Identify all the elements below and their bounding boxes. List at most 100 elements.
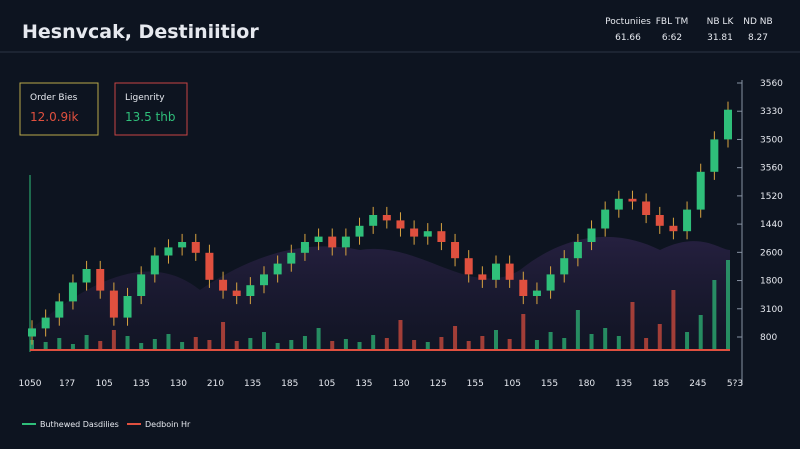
volume-bar [384, 338, 389, 350]
x-tick-label: 1050 [19, 379, 42, 389]
candle-body [410, 228, 419, 237]
candle-body [260, 274, 268, 286]
legend-label: Dedboin Hr [145, 420, 191, 429]
volume-bar [671, 290, 676, 350]
x-tick-label: 105 [318, 379, 335, 389]
y-tick-label: 3330 [760, 107, 783, 117]
x-tick-label: 5?3 [727, 379, 743, 389]
volume-bar [507, 339, 512, 350]
candle-body [150, 255, 159, 275]
candle-body [68, 282, 77, 302]
candle-body [505, 263, 514, 280]
y-tick-label: 1440 [760, 220, 783, 230]
candle-body [396, 220, 405, 229]
stat-label: Poctuniies [605, 17, 651, 27]
volume-bar [221, 322, 226, 350]
volume-bar [575, 310, 580, 350]
candle-body [519, 279, 528, 296]
volume-bar [589, 334, 594, 350]
volume-bar [275, 343, 280, 350]
volume-bar [712, 280, 717, 350]
x-tick-label: 135 [615, 379, 632, 389]
candle-body [532, 290, 541, 296]
x-tick-label: 135 [133, 379, 150, 389]
candle-body [683, 209, 692, 232]
candle-body [601, 209, 610, 229]
volume-bar [57, 338, 62, 350]
x-tick-label: 125 [430, 379, 447, 389]
candle-body [219, 279, 228, 291]
volume-bar [466, 341, 471, 350]
volume-bar [480, 336, 485, 350]
volume-bar [548, 332, 553, 350]
volume-bar [657, 324, 662, 350]
candle-body [546, 274, 555, 291]
volume-bar [439, 337, 444, 350]
candle-body [451, 242, 460, 259]
x-tick-label: 1?7 [59, 379, 75, 389]
stat-label: NB LK [707, 17, 735, 27]
candle-body [382, 215, 391, 221]
volume-bar [425, 342, 430, 350]
y-tick-label: 3500 [760, 135, 783, 145]
candle-body [28, 328, 36, 337]
volume-bar [139, 343, 144, 350]
volume-bar [685, 332, 690, 350]
volume-bar [453, 326, 458, 350]
volume-bar [357, 342, 362, 350]
y-tick-label: 3560 [760, 79, 783, 89]
candle-body [724, 109, 732, 140]
stat-value: 61.66 [615, 33, 641, 43]
candle-body [614, 198, 623, 210]
stat-label: ND NB [743, 17, 772, 27]
volume-bar [398, 320, 403, 350]
box-frame [114, 82, 188, 136]
y-tick-label: 800 [760, 333, 777, 343]
candle-body [355, 225, 364, 237]
candle-body [205, 252, 214, 280]
candle-body [191, 242, 200, 253]
volume-bar [193, 337, 198, 350]
x-tick-label: 130 [170, 379, 187, 389]
volume-bar [43, 342, 48, 350]
candle-body [573, 242, 582, 259]
volume-bar [371, 335, 376, 350]
candle-body [628, 198, 637, 202]
candle-body [96, 269, 105, 291]
volume-bar [166, 334, 171, 350]
candle-body [246, 285, 255, 296]
volume-bar [30, 340, 34, 350]
x-tick-label: 105 [504, 379, 521, 389]
volume-bar [726, 260, 730, 350]
stat-label: FBL TM [656, 17, 689, 27]
y-tick-label: 3560 [760, 164, 783, 174]
volume-bar [534, 340, 539, 350]
candle-body [109, 290, 118, 318]
candle-body [287, 252, 296, 264]
volume-bar [316, 328, 321, 350]
volume-bar [494, 330, 498, 350]
candle-body [696, 171, 705, 210]
volume-bar [262, 332, 266, 350]
x-tick-label: 155 [467, 379, 484, 389]
volume-bar [562, 338, 567, 350]
volume-bar [603, 328, 608, 350]
candle-body [369, 215, 378, 226]
volume-bar [698, 315, 703, 350]
volume-bar [330, 341, 335, 350]
candle-body [437, 231, 446, 242]
stat-value: 6:62 [662, 33, 682, 43]
candle-body [669, 225, 678, 232]
volume-bar [125, 336, 130, 350]
candle-body [137, 274, 146, 296]
x-tick-label: 105 [96, 379, 113, 389]
candle-body [478, 274, 487, 280]
volume-bar [521, 314, 526, 350]
box-frame [19, 82, 99, 136]
volume-bar [111, 330, 116, 350]
x-tick-label: 135 [355, 379, 372, 389]
volume-bar [289, 340, 294, 350]
volume-bar [234, 341, 239, 350]
stats: Poctuniies 61.66 FBL TM 6:62 NB LK 31.81 ND NB… [605, 17, 773, 43]
